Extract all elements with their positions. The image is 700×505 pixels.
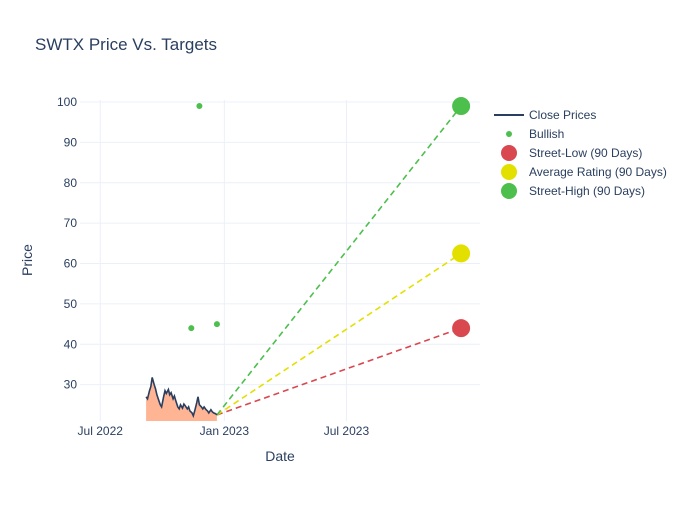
legend-label: Street-Low (90 Days): [529, 146, 642, 160]
close-price-area: [146, 377, 217, 421]
bullish-point: [213, 321, 220, 328]
price-line-group: [145, 377, 218, 419]
y-tick-label: 60: [64, 257, 78, 271]
points: [188, 97, 471, 338]
y-tick-label: 100: [57, 95, 77, 109]
target-point: [452, 97, 471, 116]
bullish-point: [196, 103, 203, 110]
legend: Close Prices Bullish Street-Low (90 Days) A…: [494, 108, 667, 199]
legend-label: Bullish: [529, 127, 564, 141]
target-line: [216, 252, 462, 416]
legend-circle-swatch: [501, 164, 517, 180]
price-area: [146, 377, 217, 421]
legend-label: Street-High (90 Days): [529, 184, 645, 198]
legend-dot-swatch: [506, 131, 512, 137]
target-point: [452, 244, 471, 263]
target-lines: [216, 105, 462, 416]
target-point: [452, 319, 471, 338]
y-tick-label: 80: [64, 176, 78, 190]
close-price-line: [145, 377, 218, 419]
ticks: 30 40 50 60 70 80 90 100 Jul 2022 Jan 2023 Jul 202…: [57, 95, 369, 438]
y-tick-label: 90: [64, 135, 78, 149]
legend-circle-swatch: [501, 145, 517, 161]
target-line: [216, 327, 462, 416]
x-tick-label: Jan 2023: [200, 424, 250, 438]
x-tick-label: Jul 2022: [78, 424, 124, 438]
y-tick-label: 40: [64, 337, 78, 351]
chart-title: SWTX Price Vs. Targets: [35, 35, 217, 54]
bullish-point: [188, 325, 195, 332]
legend-label: Close Prices: [529, 108, 596, 122]
target-line: [216, 105, 462, 416]
legend-label: Average Rating (90 Days): [529, 165, 667, 179]
y-tick-label: 50: [64, 297, 78, 311]
y-axis-label: Price: [19, 244, 35, 276]
legend-circle-swatch: [501, 183, 517, 199]
y-tick-label: 70: [64, 216, 78, 230]
x-tick-label: Jul 2023: [324, 424, 370, 438]
x-axis-label: Date: [265, 448, 295, 464]
grid: [80, 100, 480, 421]
y-tick-label: 30: [64, 378, 78, 392]
